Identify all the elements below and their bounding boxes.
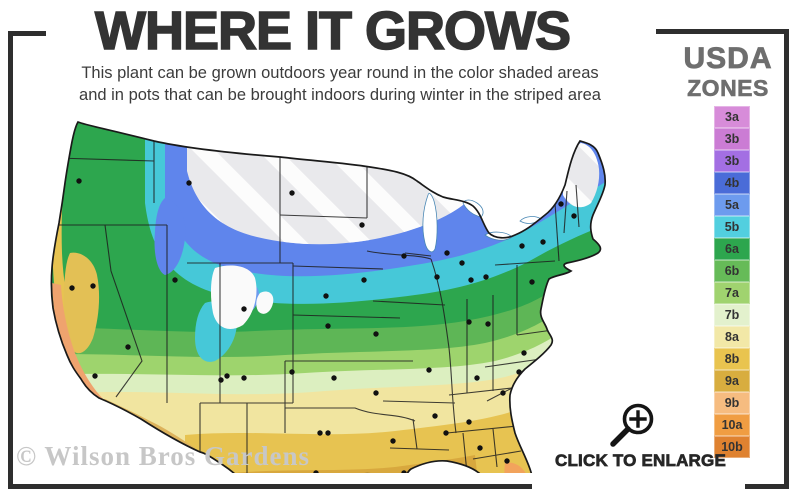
page-title: WHERE IT GROWS <box>94 0 572 62</box>
click-to-enlarge-button[interactable]: CLICK TO ENLARGE <box>554 451 727 471</box>
legend-zone-3b: 3b <box>714 128 750 150</box>
legend-zone-10a: 10a <box>714 414 750 436</box>
legend-zone-7b: 7b <box>714 304 750 326</box>
legend-zone-9a: 9a <box>714 370 750 392</box>
frame-bottom-line <box>8 484 532 489</box>
legend-zone-3b: 3b <box>714 150 750 172</box>
legend-zone-3a: 3a <box>714 106 750 128</box>
legend-zone-6a: 6a <box>714 238 750 260</box>
legend-zone-5b: 5b <box>714 216 750 238</box>
legend-title-zones: ZONES <box>687 75 769 102</box>
legend-zone-8b: 8b <box>714 348 750 370</box>
city-dots <box>69 178 577 499</box>
legend-zone-7a: 7a <box>714 282 750 304</box>
great-lakes <box>422 193 542 253</box>
legend-zone-8a: 8a <box>714 326 750 348</box>
magnifier-plus-icon[interactable] <box>598 396 660 454</box>
legend-zone-9b: 9b <box>714 392 750 414</box>
legend-zone-4b: 4b <box>714 172 750 194</box>
legend-zone-6b: 6b <box>714 260 750 282</box>
frame-bottomright-stub <box>745 484 789 489</box>
watermark: © Wilson Bros Gardens <box>16 441 310 471</box>
legend-title-usda: USDA <box>683 42 773 76</box>
legend-zone-10b: 10b <box>714 436 750 458</box>
subtitle: This plant can be grown outdoors year ro… <box>35 63 645 107</box>
frame-topleft-stub <box>8 31 46 36</box>
zone-fill-layers <box>51 122 606 500</box>
frame-left-line <box>8 31 13 489</box>
frame-topright-line <box>656 29 789 34</box>
us-hardiness-zones-map[interactable] <box>15 103 665 500</box>
legend-zone-5a: 5a <box>714 194 750 216</box>
subtitle-line-1: This plant can be grown outdoors year ro… <box>81 64 599 82</box>
frame-right-line <box>784 29 789 489</box>
usda-zones-legend: USDA ZONES <box>664 42 792 102</box>
subtitle-line-2: and in pots that can be brought indoors … <box>79 85 601 104</box>
legend-zone-column: 3a 3b 3b 4b 5a 5b 6a 6b 7a 7b 8a 8b 9a 9b 10a 10b <box>714 106 750 458</box>
